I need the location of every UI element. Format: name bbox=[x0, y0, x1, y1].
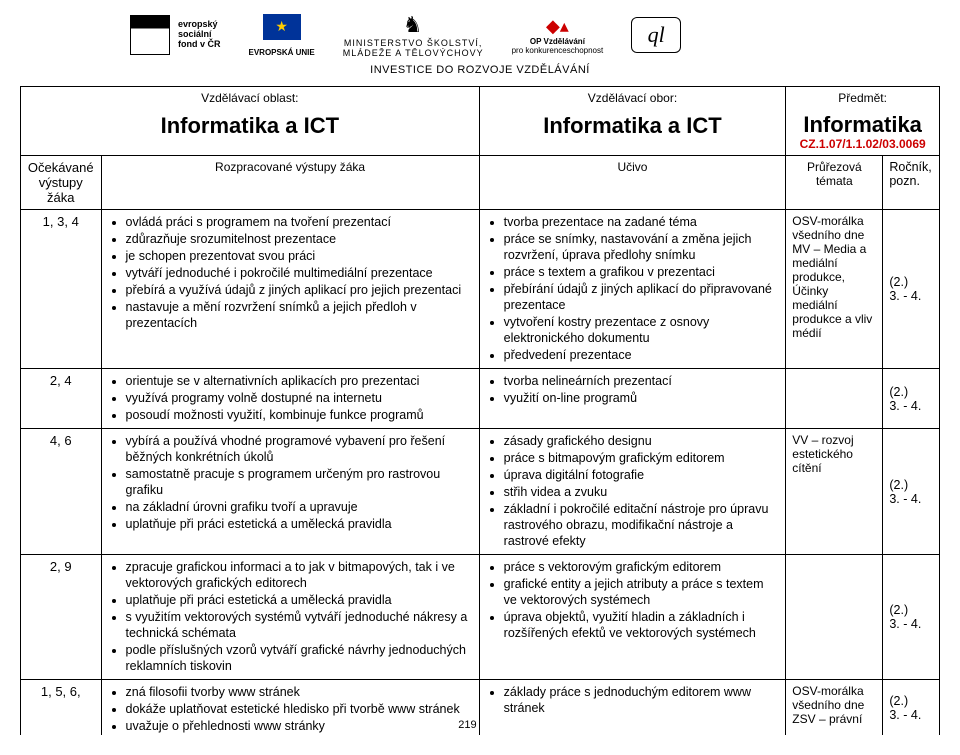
table-row: 4, 6 vybírá a používá vhodné programové v… bbox=[21, 429, 940, 555]
row-curriculum: tvorba prezentace na zadané témapráce se… bbox=[479, 210, 786, 369]
row-outcomes: orientuje se v alternativních aplikacích… bbox=[101, 369, 479, 429]
row-outcomes: ovládá práci s programem na tvoření prez… bbox=[101, 210, 479, 369]
row-curriculum: práce s vektorovým grafickým editoremgra… bbox=[479, 555, 786, 680]
row-year: (2.) 3. - 4. bbox=[883, 680, 940, 736]
list-item: přebírání údajů z jiných aplikací do při… bbox=[504, 281, 780, 313]
row-idx: 1, 3, 4 bbox=[21, 210, 102, 369]
esf-logo: evropský sociální fond v ČR bbox=[130, 15, 221, 55]
table-row: 1, 5, 6,zná filosofii tvorby www stránek… bbox=[21, 680, 940, 736]
col-head-yr: Ročník, pozn. bbox=[883, 156, 940, 210]
col-head-out: Rozpracované výstupy žáka bbox=[101, 156, 479, 210]
list-item: zpracuje grafickou informaci a to jak v … bbox=[126, 559, 473, 591]
esf-text: evropský sociální fond v ČR bbox=[178, 20, 221, 50]
eu-logo: ★ EVROPSKÁ UNIE bbox=[249, 14, 315, 57]
list-item: vybírá a používá vhodné programové vybav… bbox=[126, 433, 473, 465]
list-item: uplatňuje při práci estetická a umělecká… bbox=[126, 516, 473, 532]
list-item: tvorba prezentace na zadané téma bbox=[504, 214, 780, 230]
esf-flag-icon bbox=[130, 15, 170, 55]
list-item: posoudí možnosti využití, kombinuje funk… bbox=[126, 407, 473, 423]
table-row: 2, 9 zpracuje grafickou informaci a to ja… bbox=[21, 555, 940, 680]
list-item: vytváří jednoduché i pokročilé multimedi… bbox=[126, 265, 473, 281]
col-head-tem: Průřezová témata bbox=[786, 156, 883, 210]
list-item: zdůrazňuje srozumitelnost prezentace bbox=[126, 231, 473, 247]
row-themes: VV – rozvoj estetického cítění bbox=[786, 429, 883, 555]
list-item: podle příslušných vzorů vytváří grafické… bbox=[126, 642, 473, 674]
col-head-cur: Učivo bbox=[479, 156, 786, 210]
row-outcomes: zná filosofii tvorby www stránekdokáže u… bbox=[101, 680, 479, 736]
lion-icon: ♞ bbox=[343, 12, 484, 38]
list-item: tvorba nelineárních prezentací bbox=[504, 373, 780, 389]
list-item: ovládá práci s programem na tvoření prez… bbox=[126, 214, 473, 230]
row-year: (2.) 3. - 4. bbox=[883, 369, 940, 429]
list-item: zásady grafického designu bbox=[504, 433, 780, 449]
label-oblast: Vzdělávací oblast: bbox=[21, 87, 480, 110]
title-predmet: Informatika CZ.1.07/1.1.02/03.0069 bbox=[786, 109, 940, 156]
row-curriculum: zásady grafického designupráce s bitmapo… bbox=[479, 429, 786, 555]
invest-line: INVESTICE DO ROZVOJE VZDĚLÁVÁNÍ bbox=[20, 62, 940, 86]
row-curriculum: tvorba nelineárních prezentacívyužití on… bbox=[479, 369, 786, 429]
row-idx: 4, 6 bbox=[21, 429, 102, 555]
list-item: základy práce s jednoduchým editorem www… bbox=[504, 684, 780, 716]
row-themes bbox=[786, 369, 883, 429]
list-item: orientuje se v alternativních aplikacích… bbox=[126, 373, 473, 389]
list-item: využití on-line programů bbox=[504, 390, 780, 406]
eu-flag-icon: ★ bbox=[263, 14, 301, 40]
list-item: uplatňuje při práci estetická a umělecká… bbox=[126, 592, 473, 608]
list-item: práce s textem a grafikou v prezentaci bbox=[504, 264, 780, 280]
row-year: (2.) 3. - 4. bbox=[883, 429, 940, 555]
row-outcomes: zpracuje grafickou informaci a to jak v … bbox=[101, 555, 479, 680]
row-themes: OSV-morálka všedního dne MV – Media a me… bbox=[786, 210, 883, 369]
curriculum-table: Vzdělávací oblast: Vzdělávací obor: Před… bbox=[20, 86, 940, 735]
list-item: základní i pokročilé editační nástroje p… bbox=[504, 501, 780, 549]
row-idx: 1, 5, 6, bbox=[21, 680, 102, 736]
ql-logo: ql bbox=[631, 17, 681, 53]
row-idx: 2, 9 bbox=[21, 555, 102, 680]
list-item: samostatně pracuje s programem určeným p… bbox=[126, 466, 473, 498]
list-item: přebírá a využívá údajů z jiných aplikac… bbox=[126, 282, 473, 298]
list-item: úprava objektů, využití hladin a základn… bbox=[504, 609, 780, 641]
list-item: vytvoření kostry prezentace z osnovy ele… bbox=[504, 314, 780, 346]
list-item: využívá programy volně dostupné na inter… bbox=[126, 390, 473, 406]
title-oblast: Informatika a ICT bbox=[21, 109, 480, 156]
list-item: zná filosofii tvorby www stránek bbox=[126, 684, 473, 700]
label-predmet: Předmět: bbox=[786, 87, 940, 110]
row-year: (2.) 3. - 4. bbox=[883, 555, 940, 680]
row-outcomes: vybírá a používá vhodné programové vybav… bbox=[101, 429, 479, 555]
list-item: předvedení prezentace bbox=[504, 347, 780, 363]
col-head-idx: Očekávané výstupy žáka bbox=[21, 156, 102, 210]
list-item: práce se snímky, nastavování a změna jej… bbox=[504, 231, 780, 263]
list-item: je schopen prezentovat svou práci bbox=[126, 248, 473, 264]
list-item: práce s bitmapovým grafickým editorem bbox=[504, 450, 780, 466]
label-obor: Vzdělávací obor: bbox=[479, 87, 786, 110]
logo-strip: evropský sociální fond v ČR ★ EVROPSKÁ U… bbox=[20, 12, 940, 62]
list-item: grafické entity a jejich atributy a prác… bbox=[504, 576, 780, 608]
list-item: práce s vektorovým grafickým editorem bbox=[504, 559, 780, 575]
list-item: střih videa a zvuku bbox=[504, 484, 780, 500]
row-year: (2.) 3. - 4. bbox=[883, 210, 940, 369]
table-row: 1, 3, 4 ovládá práci s programem na tvoře… bbox=[21, 210, 940, 369]
list-item: nastavuje a mění rozvržení snímků a jeji… bbox=[126, 299, 473, 331]
row-themes: OSV-morálka všedního dne ZSV – právní bbox=[786, 680, 883, 736]
list-item: dokáže uplatňovat estetické hledisko při… bbox=[126, 701, 473, 717]
list-item: úprava digitální fotografie bbox=[504, 467, 780, 483]
table-row: 2, 4 orientuje se v alternativních aplika… bbox=[21, 369, 940, 429]
row-idx: 2, 4 bbox=[21, 369, 102, 429]
op-shape-icon: ◆▴ bbox=[512, 16, 604, 37]
row-themes bbox=[786, 555, 883, 680]
title-obor: Informatika a ICT bbox=[479, 109, 786, 156]
op-logo: ◆▴ OP Vzdělávání pro konkurenceschopnost bbox=[512, 16, 604, 55]
list-item: na základní úrovni grafiku tvoří a uprav… bbox=[126, 499, 473, 515]
ministry-logo: ♞ MINISTERSTVO ŠKOLSTVÍ, MLÁDEŽE A TĚLOV… bbox=[343, 12, 484, 58]
list-item: s využitím vektorových systémů vytváří j… bbox=[126, 609, 473, 641]
row-curriculum: základy práce s jednoduchým editorem www… bbox=[479, 680, 786, 736]
eu-label: EVROPSKÁ UNIE bbox=[249, 48, 315, 57]
